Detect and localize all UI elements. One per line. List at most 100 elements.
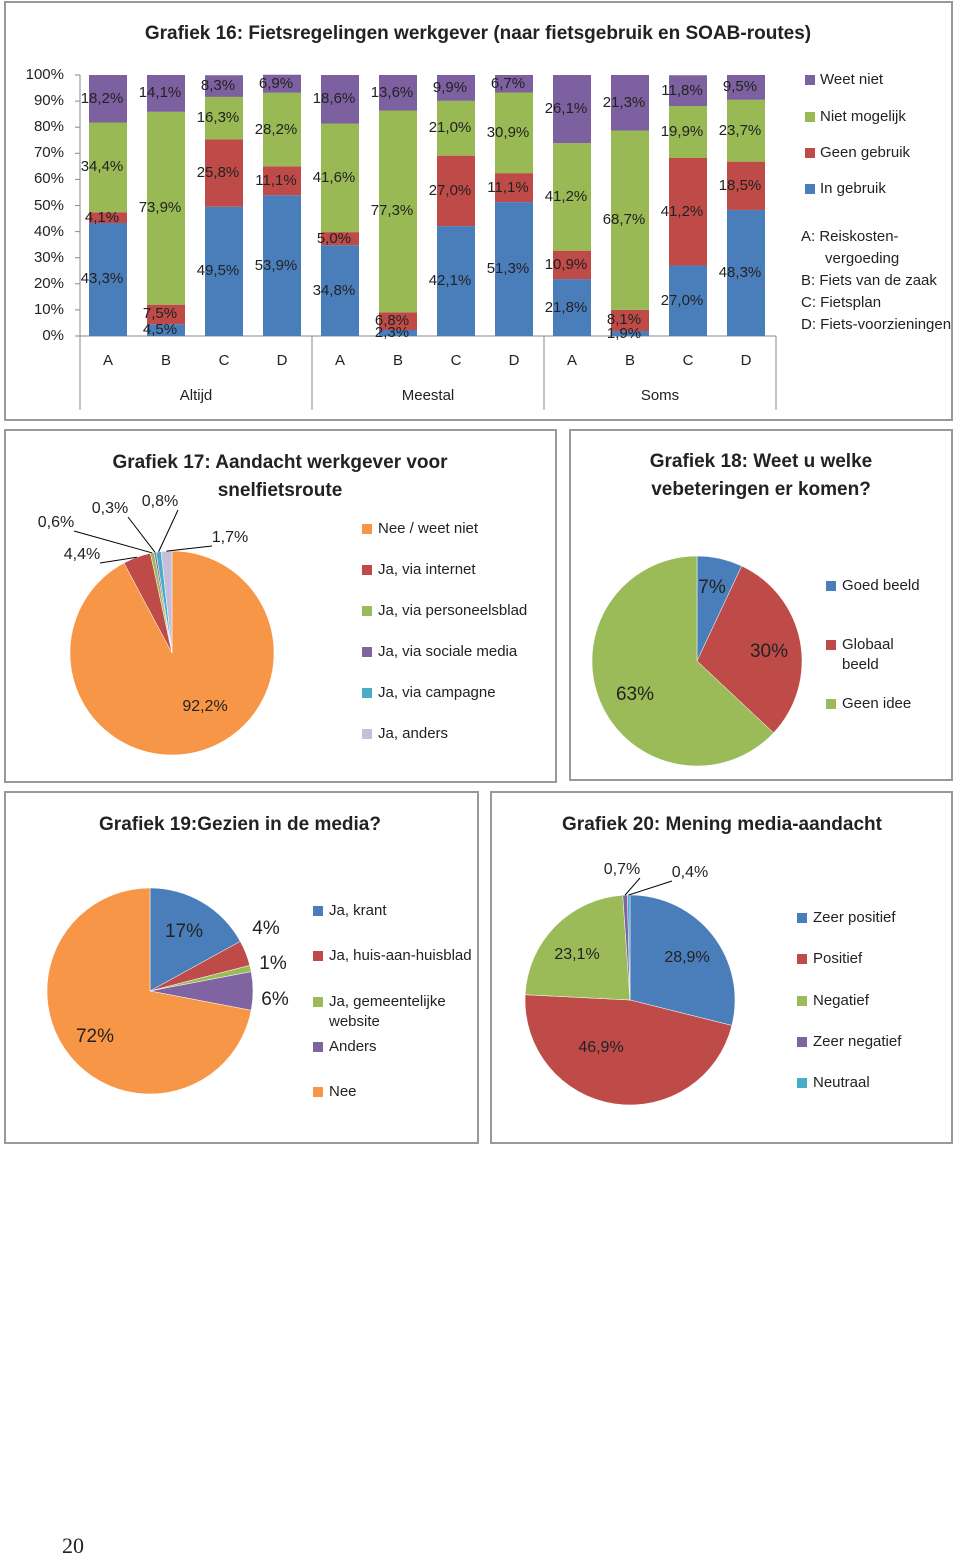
bar-segment bbox=[727, 161, 765, 210]
value-label: 1,9% bbox=[606, 324, 642, 342]
bar-segment bbox=[205, 96, 243, 140]
bar-segment bbox=[321, 123, 359, 233]
legend-swatch bbox=[362, 729, 372, 739]
value-label: 23,1% bbox=[554, 946, 600, 963]
chart-title: Grafiek 16: Fietsregelingen werkgever (n… bbox=[144, 23, 812, 44]
bar-segment bbox=[727, 209, 765, 336]
page-number: 20 bbox=[62, 1533, 84, 1558]
legend-label: Zeer positief bbox=[813, 909, 896, 926]
value-label: 34,4% bbox=[80, 158, 124, 176]
bar-segment bbox=[727, 99, 765, 162]
chart-title: Grafiek 19:Gezien in de media? bbox=[99, 814, 381, 835]
value-label: 28,9% bbox=[664, 949, 710, 966]
value-label: 11,1% bbox=[255, 171, 297, 189]
legend-swatch bbox=[362, 688, 372, 698]
value-label: 23,7% bbox=[718, 121, 762, 139]
legend-label: Ja, gemeentelijke website bbox=[329, 993, 446, 1030]
value-label: 43,3% bbox=[80, 270, 124, 288]
bar-segment bbox=[553, 75, 591, 144]
chart-title: Grafiek 18: Weet u welke vebeteringen er… bbox=[649, 451, 873, 500]
leader-line bbox=[624, 877, 641, 896]
legend-label: Nee / weet niet bbox=[378, 520, 479, 537]
bar-segment bbox=[205, 206, 243, 336]
y-tick-label: 20% bbox=[33, 274, 64, 292]
y-tick-label: 90% bbox=[33, 92, 64, 110]
bar-segment bbox=[263, 74, 301, 93]
legend-swatch bbox=[313, 951, 323, 961]
x-tick-label: D bbox=[508, 352, 520, 369]
value-label: 1% bbox=[259, 953, 287, 974]
value-label: 30% bbox=[749, 641, 789, 662]
bar-segment bbox=[263, 166, 301, 196]
value-label: 1,7% bbox=[211, 529, 249, 546]
value-label: 7,5% bbox=[142, 305, 178, 323]
bar-segment bbox=[611, 75, 649, 131]
value-label: 27,0% bbox=[428, 181, 472, 199]
note: D: Fiets-voorzieningen bbox=[801, 316, 952, 333]
bar-segment bbox=[495, 173, 533, 203]
bar-segment bbox=[495, 202, 533, 336]
value-label: 41,2% bbox=[660, 202, 704, 220]
legend-label: Ja, via internet bbox=[378, 561, 476, 578]
group-label: Soms bbox=[640, 387, 680, 404]
legend-label: Ja, huis-aan-huisblad bbox=[329, 947, 472, 964]
y-tick-label: 70% bbox=[33, 144, 64, 162]
legend-label: Neutraal bbox=[813, 1074, 870, 1091]
legend-swatch bbox=[797, 1078, 807, 1088]
group-label: Altijd bbox=[179, 387, 213, 404]
panel bbox=[569, 429, 953, 781]
value-label: 63% bbox=[615, 684, 655, 705]
bar-segment bbox=[437, 100, 475, 156]
value-label: 68,7% bbox=[602, 211, 646, 229]
value-label: 0,8% bbox=[141, 493, 179, 510]
legend-swatch bbox=[313, 997, 323, 1007]
x-tick-label: D bbox=[276, 352, 288, 369]
legend-swatch bbox=[362, 524, 372, 534]
value-label: 11,1% bbox=[487, 178, 529, 196]
value-label: 6% bbox=[261, 989, 289, 1010]
x-tick-label: B bbox=[160, 352, 171, 369]
bar-segment bbox=[669, 157, 707, 266]
value-label: 10,9% bbox=[544, 255, 588, 273]
value-label: 6,9% bbox=[258, 74, 294, 92]
value-label: 21,3% bbox=[602, 93, 646, 111]
bar-segment bbox=[437, 155, 475, 227]
legend-swatch bbox=[313, 1087, 323, 1097]
value-label: 25,8% bbox=[196, 164, 240, 182]
bar-segment bbox=[611, 309, 649, 332]
legend-swatch bbox=[362, 647, 372, 657]
legend-swatch bbox=[797, 954, 807, 964]
value-label: 0,3% bbox=[91, 500, 129, 517]
bar-segment bbox=[437, 226, 475, 336]
chart-title: Grafiek 20: Mening media-aandacht bbox=[562, 814, 882, 835]
legend-label: Negatief bbox=[813, 992, 869, 1009]
legend-label: Geen gebruik bbox=[820, 144, 911, 161]
y-tick-label: 100% bbox=[25, 66, 64, 83]
bar-segment bbox=[495, 75, 533, 93]
bar-segment bbox=[611, 331, 649, 336]
value-label: 4% bbox=[252, 918, 280, 939]
value-label: 18,6% bbox=[312, 90, 356, 108]
legend-label: Niet mogelijk bbox=[820, 108, 906, 125]
legend-swatch bbox=[805, 112, 815, 122]
legend-label: Ja, via campagne bbox=[378, 684, 496, 701]
bar-segment bbox=[147, 324, 185, 336]
value-label: 26,1% bbox=[544, 100, 588, 118]
value-label: 2,3% bbox=[374, 323, 410, 341]
bar-segment bbox=[263, 92, 301, 167]
value-label: 4,1% bbox=[84, 208, 120, 226]
value-label: 8,1% bbox=[606, 311, 642, 329]
legend-label: Geen idee bbox=[842, 695, 912, 712]
legend-swatch bbox=[826, 581, 836, 591]
value-label: 17% bbox=[164, 921, 204, 942]
legend-label: Positief bbox=[813, 950, 863, 967]
legend-label: Ja, via personeelsblad bbox=[378, 602, 528, 619]
value-label: 18,2% bbox=[80, 89, 124, 107]
legend-swatch bbox=[313, 906, 323, 916]
bar-segment bbox=[147, 111, 185, 305]
bar-segment bbox=[263, 195, 301, 336]
y-tick-label: 0% bbox=[42, 327, 64, 344]
pie-slice bbox=[69, 550, 275, 756]
value-label: 53,9% bbox=[254, 256, 298, 274]
